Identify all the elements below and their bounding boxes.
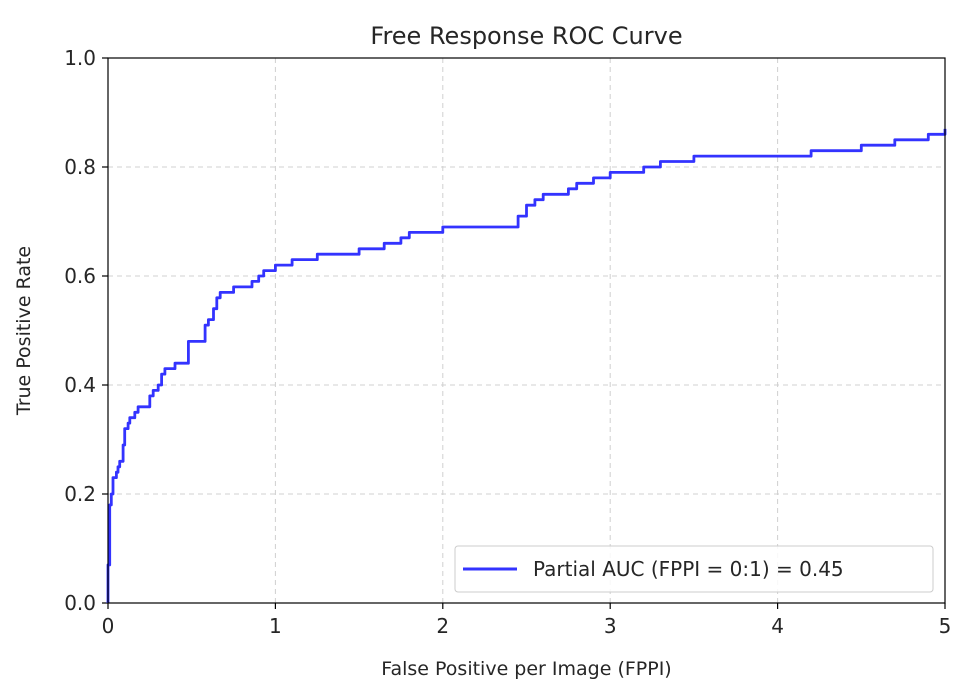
y-tick-label: 0.6 xyxy=(64,264,96,288)
legend-box xyxy=(454,545,934,593)
axis-ticks: 0 1 2 3 4 5 0.0 0.2 0.4 0.6 0.8 1.0 xyxy=(64,46,951,638)
x-tick-label: 2 xyxy=(436,614,449,638)
chart-title: Free Response ROC Curve xyxy=(370,22,682,50)
x-tick-label: 3 xyxy=(604,614,617,638)
legend-label: Partial AUC (FPPI = 0:1) = 0.45 xyxy=(533,557,844,581)
x-axis-label: False Positive per Image (FPPI) xyxy=(381,658,671,680)
x-tick-label: 1 xyxy=(269,614,282,638)
x-tick-label: 0 xyxy=(102,614,115,638)
x-tick-label: 4 xyxy=(771,614,784,638)
y-tick-label: 0.4 xyxy=(64,373,96,397)
grid-lines xyxy=(108,58,945,603)
y-axis-label: True Positive Rate xyxy=(13,246,35,416)
y-tick-label: 1.0 xyxy=(64,46,96,70)
series-layer xyxy=(106,128,947,603)
y-tick-label: 0.0 xyxy=(64,591,96,615)
x-tick-label: 5 xyxy=(939,614,952,638)
plot-area-frame xyxy=(107,57,946,604)
legend: Partial AUC (FPPI = 0:1) = 0.45 xyxy=(454,545,934,593)
roc-curve-series-0 xyxy=(106,128,947,603)
y-tick-label: 0.2 xyxy=(64,482,96,506)
y-tick-label: 0.8 xyxy=(64,155,96,179)
